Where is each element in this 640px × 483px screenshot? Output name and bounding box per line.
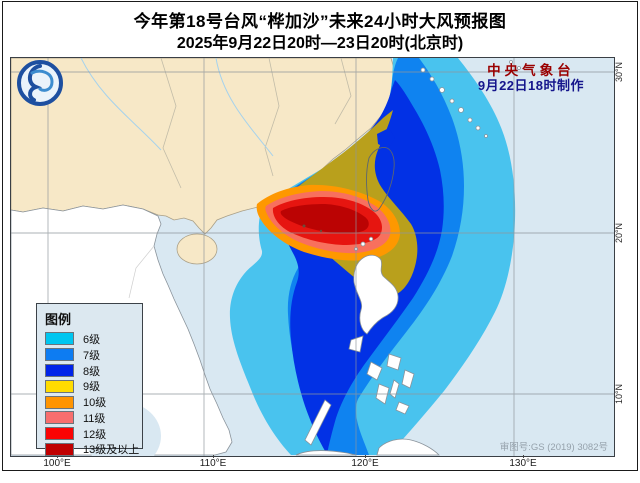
agency-issue-time: 9月22日18时制作: [477, 78, 584, 93]
lat-label: 20°N: [614, 222, 624, 244]
page-subtitle: 2025年9月22日20时—23日20时(北京时): [176, 35, 464, 52]
legend-swatch: [45, 379, 74, 393]
lon-label: 110°E: [199, 458, 227, 469]
legend-item: 7级: [45, 347, 142, 363]
page-title: 今年第18号台风“桦加沙”未来24小时大风预报图: [133, 12, 507, 31]
wind-area-8-patch: [377, 128, 395, 149]
legend-item: 13级及以上: [45, 442, 142, 458]
legend-label: 11级: [83, 412, 106, 425]
province-border: [160, 57, 182, 189]
legend-label: 9级: [83, 381, 101, 394]
legend-rows: 6级 7级 8级 9级 10级 11级 12级 13级及以上: [45, 331, 142, 457]
legend-label: 8级: [83, 365, 101, 378]
province-border: [264, 57, 280, 177]
agency-stamp: 中央气象台 9月22日18时制作: [478, 63, 584, 93]
lat-label: 10°N: [614, 383, 624, 405]
legend-item: 10级: [45, 394, 142, 410]
legend-label: 13级及以上: [83, 444, 140, 457]
legend-swatch: [45, 332, 74, 346]
lon-label: 120°E: [351, 458, 379, 469]
legend-item: 6级: [45, 331, 142, 347]
graticule: [11, 58, 614, 456]
legend-label: 12级: [83, 428, 107, 441]
country-border: [128, 245, 155, 299]
cma-logo: [17, 60, 63, 106]
ryukyu-islands: [420, 60, 521, 138]
legend-label: 10级: [83, 397, 107, 410]
legend-swatch: [45, 427, 74, 441]
lon-label: 130°E: [509, 458, 537, 469]
river: [80, 57, 162, 151]
forecast-map: 中央气象台 9月22日18时制作 图例 6级 7级 8级 9级 10级 11级 12级 13级…: [10, 57, 615, 470]
legend-swatch: [45, 395, 74, 409]
legend-swatch: [45, 442, 74, 456]
islet: [319, 229, 323, 233]
islet: [302, 224, 306, 228]
map-legend: 图例 6级 7级 8级 9级 10级 11级 12级 13级及以上: [36, 303, 143, 456]
legend-item: 9级: [45, 378, 142, 394]
philippines-islands: [295, 236, 440, 456]
agency-name: 中央气象台: [487, 63, 575, 78]
lon-tick: [213, 455, 214, 458]
legend-item: 8级: [45, 363, 142, 379]
legend-swatch: [45, 411, 74, 425]
province-border: [334, 57, 352, 125]
map-approval-number: 审图号:GS (2019) 3082号: [499, 442, 608, 453]
lon-tick: [523, 455, 524, 458]
legend-title: 图例: [45, 312, 72, 327]
legend-swatch: [45, 348, 74, 362]
lon-tick: [57, 455, 58, 458]
lat-label: 30°N: [614, 61, 624, 83]
legend-label: 7级: [83, 349, 101, 362]
lon-tick: [365, 455, 366, 458]
taiwan-island: [366, 147, 395, 212]
legend-item: 12级: [45, 426, 142, 442]
lon-label: 100°E: [43, 458, 71, 469]
legend-swatch: [45, 363, 74, 377]
legend-label: 6级: [83, 333, 101, 346]
hainan-island: [176, 233, 218, 265]
river: [215, 57, 274, 157]
legend-item: 11级: [45, 410, 142, 426]
